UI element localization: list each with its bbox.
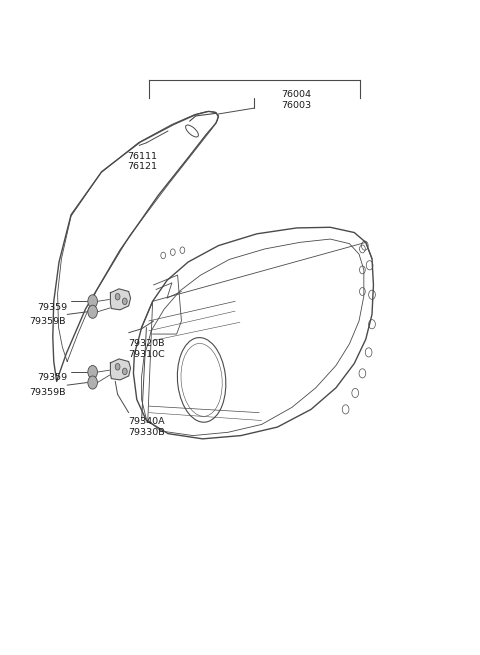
Circle shape [122,298,127,305]
Text: 76004
76003: 76004 76003 [282,90,312,110]
Circle shape [88,295,97,308]
Circle shape [88,365,97,379]
Text: 79359: 79359 [37,373,68,383]
Polygon shape [110,289,131,310]
Text: 79359B: 79359B [29,388,65,397]
Circle shape [115,293,120,300]
Text: 79359: 79359 [37,303,68,312]
Circle shape [115,364,120,370]
Circle shape [88,376,97,389]
Text: 79340A
79330B: 79340A 79330B [129,417,165,437]
Circle shape [122,368,127,375]
Circle shape [88,305,97,318]
Text: 76111
76121: 76111 76121 [127,152,157,172]
Polygon shape [110,359,131,380]
Text: 79320B
79310C: 79320B 79310C [129,339,166,359]
Text: 79359B: 79359B [29,317,65,326]
